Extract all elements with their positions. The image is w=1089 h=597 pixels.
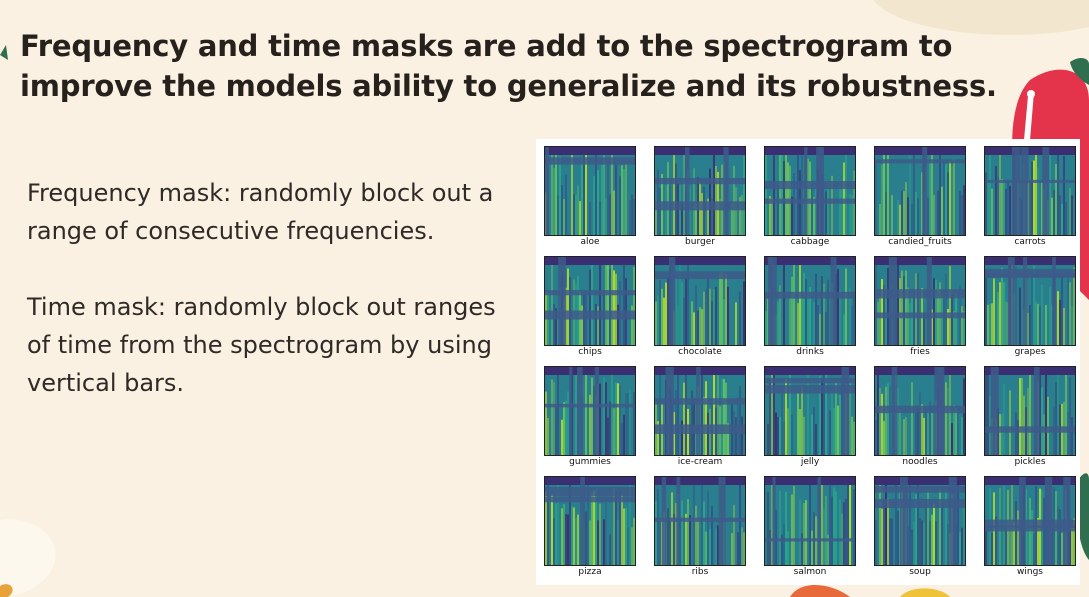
spectrogram-carrots: carrots xyxy=(984,146,1076,248)
spectrogram-image xyxy=(544,366,636,456)
spectrogram-image xyxy=(874,256,966,346)
spectrogram-label: drinks xyxy=(796,347,824,357)
spectrogram-label: carrots xyxy=(1014,237,1046,247)
spectrogram-ice-cream: ice-cream xyxy=(654,366,746,468)
spectrogram-label: ribs xyxy=(691,567,709,577)
spectrogram-label: chips xyxy=(578,347,602,357)
spectrogram-pizza: pizza xyxy=(544,476,636,578)
spectrogram-salmon: salmon xyxy=(764,476,856,578)
spectrogram-image xyxy=(764,146,856,236)
time-mask-description: Time mask: randomly block out ranges of … xyxy=(27,293,496,397)
spectrogram-cabbage: cabbage xyxy=(764,146,856,248)
description-block: Frequency mask: randomly block out a ran… xyxy=(27,174,497,402)
spectrogram-gummies: gummies xyxy=(544,366,636,468)
spectrogram-image xyxy=(764,366,856,456)
spectrogram-grid: aloe burger cabbage candied_fruits carrots ch… xyxy=(536,139,1080,585)
spectrogram-label: wings xyxy=(1017,567,1043,577)
spectrogram-image xyxy=(654,366,746,456)
spectrogram-image xyxy=(984,146,1076,236)
spectrogram-label: grapes xyxy=(1014,347,1046,357)
spectrogram-pickles: pickles xyxy=(984,366,1076,468)
spectrogram-image xyxy=(984,256,1076,346)
spectrogram-burger: burger xyxy=(654,146,746,248)
spectrogram-image xyxy=(544,476,636,566)
spectrogram-image xyxy=(874,146,966,236)
slide-title: Frequency and time masks are add to the … xyxy=(20,29,997,103)
spectrogram-image xyxy=(654,476,746,566)
spectrogram-image xyxy=(874,476,966,566)
spectrogram-label: soup xyxy=(909,567,931,577)
spectrogram-label: cabbage xyxy=(790,237,830,247)
spectrogram-label: burger xyxy=(685,237,715,247)
spectrogram-image xyxy=(764,256,856,346)
frequency-mask-description: Frequency mask: randomly block out a ran… xyxy=(27,179,494,245)
spectrogram-chips: chips xyxy=(544,256,636,358)
spectrogram-label: chocolate xyxy=(678,347,722,357)
spectrogram-image xyxy=(544,256,636,346)
spectrogram-image xyxy=(544,146,636,236)
spectrogram-label: fries xyxy=(910,347,930,357)
spectrogram-noodles: noodles xyxy=(874,366,966,468)
spectrogram-soup: soup xyxy=(874,476,966,578)
spectrogram-aloe: aloe xyxy=(544,146,636,248)
spectrogram-image xyxy=(764,476,856,566)
spectrogram-image xyxy=(874,366,966,456)
spectrogram-image xyxy=(654,256,746,346)
spectrogram-label: jelly xyxy=(800,457,820,467)
spectrogram-label: aloe xyxy=(580,237,600,247)
spectrogram-label: candied_fruits xyxy=(888,237,952,247)
spectrogram-label: pizza xyxy=(578,567,602,577)
spectrogram-drinks: drinks xyxy=(764,256,856,358)
spectrogram-chocolate: chocolate xyxy=(654,256,746,358)
spectrogram-image xyxy=(654,146,746,236)
spectrogram-ribs: ribs xyxy=(654,476,746,578)
spectrogram-candied_fruits: candied_fruits xyxy=(874,146,966,248)
spectrogram-grapes: grapes xyxy=(984,256,1076,358)
spectrogram-wings: wings xyxy=(984,476,1076,578)
spectrogram-jelly: jelly xyxy=(764,366,856,468)
spectrogram-label: pickles xyxy=(1014,457,1046,467)
spectrogram-label: ice-cream xyxy=(677,457,723,467)
spectrogram-label: gummies xyxy=(569,457,611,467)
spectrogram-label: noodles xyxy=(902,457,938,467)
spectrogram-label: salmon xyxy=(793,567,827,577)
spectrogram-image xyxy=(984,366,1076,456)
spectrogram-image xyxy=(984,476,1076,566)
spectrogram-fries: fries xyxy=(874,256,966,358)
